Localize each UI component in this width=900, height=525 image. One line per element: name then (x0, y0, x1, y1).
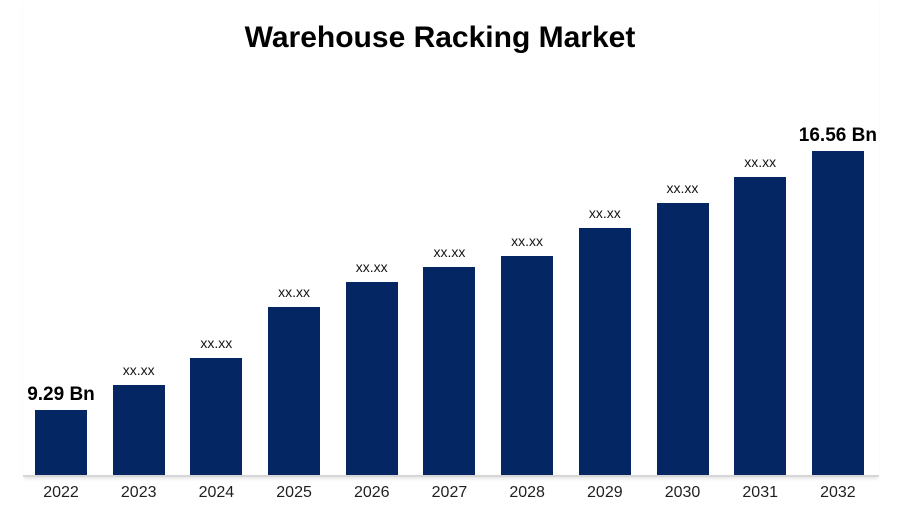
bar-column: xx.xx (501, 233, 554, 475)
bar-value-label: xx.xx (511, 233, 544, 249)
bar (190, 358, 243, 475)
bar-column: xx.xx (578, 205, 631, 475)
bar-column: xx.xx (656, 180, 709, 475)
bar-column: xx.xx (345, 259, 398, 475)
plot-area: 9.29 Bn xx.xx xx.xx xx.xx xx.xx xx.xx xx.xx xx.… (23, 0, 879, 477)
x-axis-tick-label: 2032 (820, 484, 856, 501)
bars-row: 9.29 Bn xx.xx xx.xx xx.xx xx.xx xx.xx xx.xx xx.… (23, 0, 879, 475)
bar (734, 177, 787, 475)
bar-column: xx.xx (112, 362, 165, 475)
bar-value-label: xx.xx (278, 284, 310, 300)
chart-title: Warehouse Racking Market (244, 21, 636, 54)
x-axis-tick-label: 2028 (509, 484, 545, 501)
bar (656, 203, 709, 475)
bar (811, 151, 864, 475)
bar-value-label: xx.xx (433, 244, 466, 260)
bar-column: 16.56 Bn (799, 124, 877, 475)
bar-value-label: xx.xx (666, 180, 699, 196)
bar-value-label: xx.xx (744, 154, 777, 170)
bar (578, 228, 631, 475)
x-axis-tick-label: 2024 (198, 484, 235, 501)
bar-value-label: 16.56 Bn (798, 125, 877, 146)
bar (345, 282, 398, 475)
x-axis-tick-label: 2025 (276, 484, 312, 501)
x-axis-tick-label: 2026 (353, 484, 390, 501)
bar-column: 9.29 Bn (27, 383, 95, 475)
bar-value-label: xx.xx (355, 259, 388, 275)
x-axis-labels: 2022 2023 2024 2025 2026 2027 2028 2029 2030 2031… (23, 484, 879, 502)
x-axis-tick-label: 2029 (587, 484, 623, 501)
x-axis-tick-label: 2030 (664, 484, 701, 501)
bar-value-label: xx.xx (200, 335, 233, 351)
bar (35, 410, 87, 475)
bar-column: xx.xx (268, 284, 321, 475)
bar-value-label: 9.29 Bn (27, 384, 95, 405)
x-axis-tick-label: 2031 (742, 484, 778, 501)
x-axis-tick-label: 2022 (43, 484, 79, 501)
bar (112, 385, 165, 475)
bar-column: xx.xx (423, 244, 476, 475)
bar (423, 267, 476, 475)
bar-value-label: xx.xx (122, 362, 155, 378)
bar (501, 256, 554, 475)
bar (268, 307, 321, 475)
x-axis-tick-label: 2023 (120, 484, 157, 501)
bar-column: xx.xx (734, 154, 787, 475)
x-axis-tick-label: 2027 (431, 484, 468, 501)
bar-column: xx.xx (190, 335, 243, 475)
bar-value-label: xx.xx (588, 205, 621, 221)
